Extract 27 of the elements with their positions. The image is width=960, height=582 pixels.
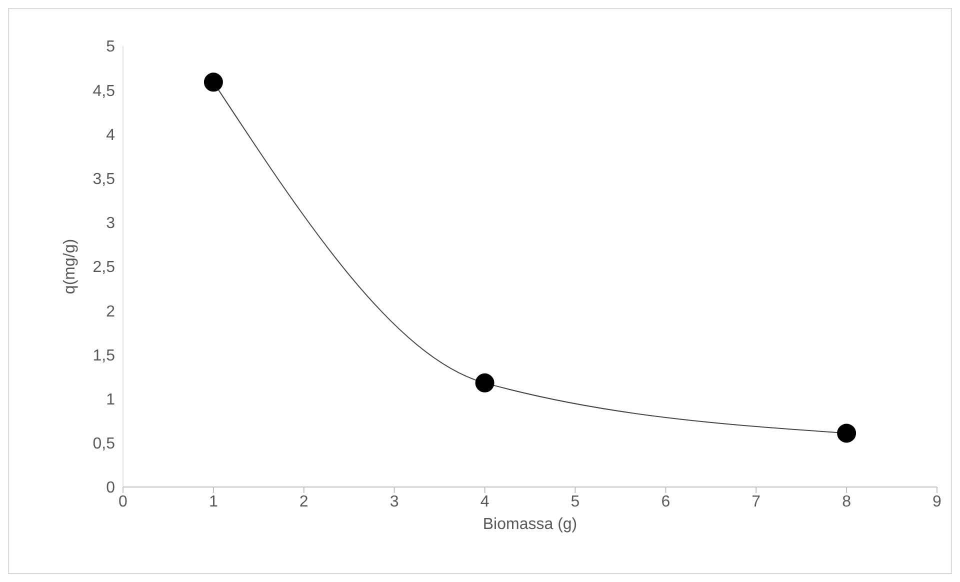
y-tick-label: 2	[106, 303, 116, 320]
point	[204, 72, 223, 92]
y-tick-label: 4,5	[92, 82, 116, 100]
y-tick-label: 3,5	[92, 170, 116, 188]
y-axis-title: q(mg/g)	[62, 238, 79, 294]
y-tick-label: 0	[106, 480, 116, 497]
point	[475, 373, 494, 392]
y-tick-label: 1	[106, 391, 116, 408]
y-tick-label: 4	[106, 126, 116, 144]
x-tick-label: 8	[842, 493, 852, 510]
x-tick-label: 6	[661, 493, 670, 510]
x-axis-title: Biomassa (g)	[482, 516, 578, 533]
x-tick-label: 0	[118, 493, 128, 510]
x-tick-label: 5	[570, 493, 580, 510]
x-tick-label: 7	[752, 493, 761, 510]
x-tick-label: 2	[299, 493, 308, 510]
y-tick-label: 5	[106, 38, 116, 56]
y-tick-label: 3	[106, 215, 116, 232]
chart-frame: 0 1 2 3 4 5 6 7 8 9 Biomassa (g) 0 0,5 1 1,5 2 2,5 3 3,5 4 4,5 5 q(mg/g)	[8, 8, 952, 574]
x-tick-label: 9	[932, 493, 942, 510]
x-tick-label: 1	[208, 493, 218, 510]
y-tick-label: 1,5	[92, 347, 116, 364]
y-tick-label: 0,5	[92, 436, 116, 453]
x-tick-label: 4	[480, 493, 490, 510]
y-tick-label: 2,5	[92, 259, 116, 276]
x-tick-label: 3	[390, 493, 399, 510]
point	[837, 424, 856, 443]
